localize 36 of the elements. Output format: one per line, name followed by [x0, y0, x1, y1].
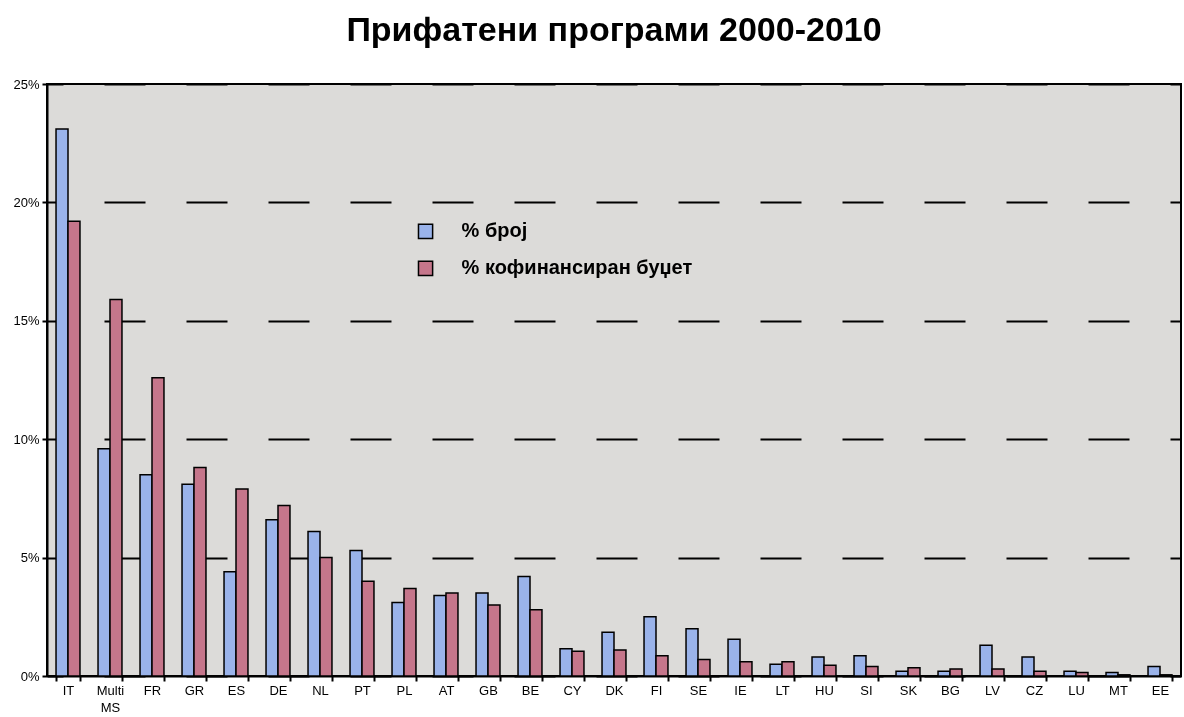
y-tick-label: 0%: [20, 668, 40, 684]
x-tick-label: CY: [563, 682, 582, 698]
y-tick-label: 20%: [13, 194, 40, 210]
y-tick-label: 5%: [20, 550, 40, 566]
legend-label: % број: [461, 219, 528, 242]
x-tick-label: BG: [941, 682, 960, 698]
x-tick-label: DE: [269, 682, 288, 698]
x-tick-label: EE: [1151, 682, 1170, 698]
x-tick-label: SI: [860, 682, 873, 698]
x-tick-label: IT: [62, 682, 75, 698]
x-tick-label: AT: [438, 682, 455, 698]
x-tick-label: LT: [775, 682, 790, 698]
x-tick-label: SK: [899, 682, 918, 698]
x-tick-label: BE: [521, 682, 540, 698]
x-tick-label: FR: [143, 682, 162, 698]
x-tick-label: NL: [312, 682, 329, 698]
x-tick-label: LU: [1068, 682, 1085, 698]
x-tick-label: PT: [354, 682, 371, 698]
x-tick-label: ES: [227, 682, 246, 698]
y-tick-label: 25%: [13, 76, 40, 92]
x-tick-label: FI: [650, 682, 663, 698]
chart-title: Прифатени програми 2000-2010: [346, 10, 882, 48]
legend-label: % кофинансиран буџет: [461, 256, 693, 279]
y-tick-label: 10%: [13, 431, 40, 447]
x-tick-label: GB: [479, 682, 498, 698]
x-tick-label: SE: [689, 682, 708, 698]
x-tick-label: LV: [985, 682, 1001, 698]
x-tick-label: PL: [396, 682, 413, 698]
x-tick-label: IE: [734, 682, 747, 698]
x-tick-label: DK: [605, 682, 624, 698]
x-tick-label: HU: [815, 682, 834, 698]
y-tick-label: 15%: [13, 313, 40, 329]
x-tick-label: MT: [1109, 682, 1128, 698]
x-tick-label: GR: [184, 682, 205, 698]
x-tick-label: CZ: [1025, 682, 1044, 698]
x-tick-label: Multi MS: [96, 682, 125, 715]
